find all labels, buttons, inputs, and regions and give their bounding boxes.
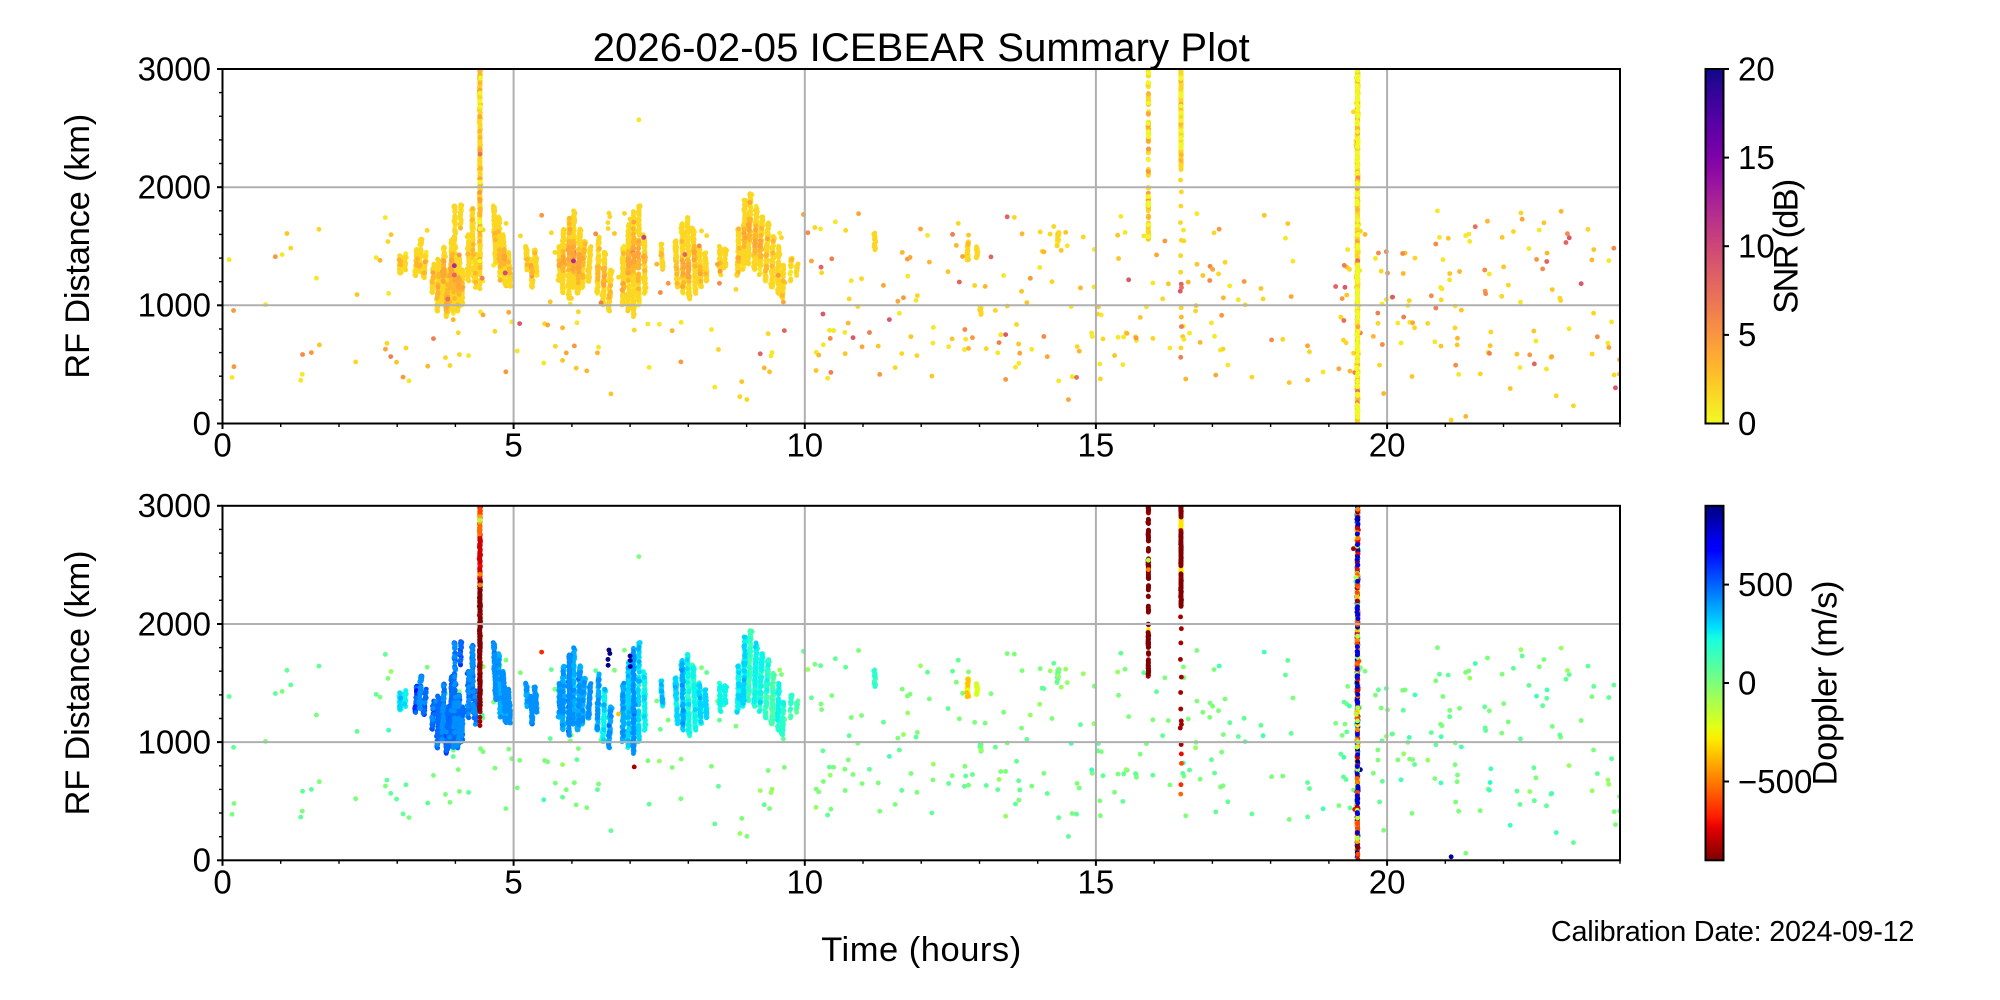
svg-text:2026-02-05 ICEBEAR Summary Plo: 2026-02-05 ICEBEAR Summary Plot (593, 26, 1250, 70)
svg-text:1000: 1000 (138, 724, 211, 761)
svg-text:SNR (dB): SNR (dB) (1767, 179, 1805, 314)
svg-text:5: 5 (504, 864, 522, 901)
svg-text:RF Distance (km): RF Distance (km) (59, 114, 97, 379)
svg-text:0: 0 (213, 864, 231, 901)
svg-text:−500: −500 (1738, 763, 1812, 800)
svg-text:10: 10 (786, 864, 823, 901)
svg-text:20: 20 (1738, 50, 1775, 87)
svg-text:2000: 2000 (138, 169, 211, 206)
svg-text:10: 10 (786, 427, 823, 464)
svg-text:0: 0 (193, 842, 211, 879)
svg-text:Doppler (m/s): Doppler (m/s) (1806, 581, 1844, 786)
svg-text:3000: 3000 (138, 487, 211, 524)
svg-text:10: 10 (1738, 228, 1775, 265)
svg-text:0: 0 (213, 427, 231, 464)
svg-text:Time (hours): Time (hours) (821, 931, 1021, 969)
svg-text:20: 20 (1369, 864, 1406, 901)
svg-text:0: 0 (1738, 405, 1756, 442)
svg-text:0: 0 (1738, 664, 1756, 701)
svg-text:5: 5 (504, 427, 522, 464)
svg-text:15: 15 (1078, 427, 1115, 464)
svg-text:20: 20 (1369, 427, 1406, 464)
svg-text:500: 500 (1738, 566, 1793, 603)
svg-text:15: 15 (1738, 139, 1775, 176)
svg-text:2000: 2000 (138, 605, 211, 642)
svg-text:3000: 3000 (138, 50, 211, 87)
svg-text:0: 0 (193, 405, 211, 442)
svg-text:RF Distance (km): RF Distance (km) (59, 551, 97, 816)
svg-text:15: 15 (1078, 864, 1115, 901)
svg-text:1000: 1000 (138, 287, 211, 324)
svg-text:Calibration Date: 2024-09-12: Calibration Date: 2024-09-12 (1551, 916, 1914, 948)
svg-text:5: 5 (1738, 316, 1756, 353)
